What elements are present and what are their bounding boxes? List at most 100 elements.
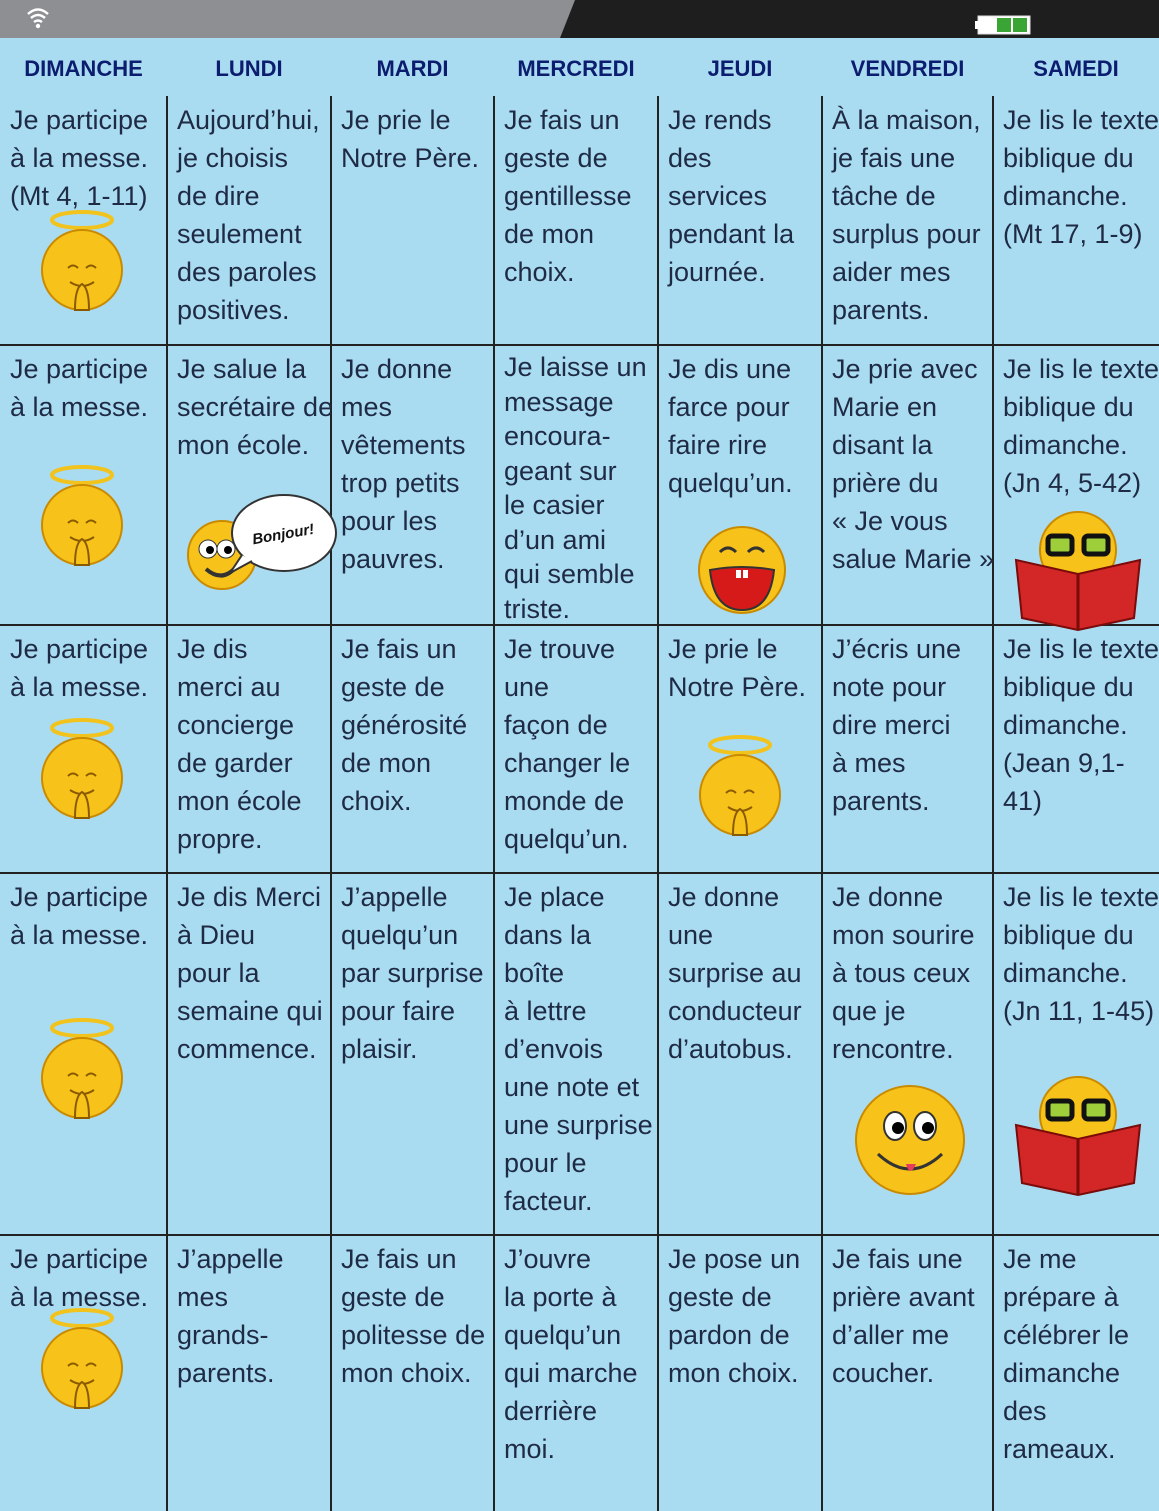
cell-text-line: Je participe bbox=[10, 634, 149, 664]
cell-text-line: J’appelle bbox=[341, 882, 448, 912]
cell-text-line: biblique du bbox=[1003, 392, 1134, 422]
cell-text-line: Je participe bbox=[10, 354, 149, 384]
day-cell: Je donne une surprise au conducteur d’autobu… bbox=[658, 873, 822, 1235]
day-cell: Je participe à la messe. (Mt 4, 1-11) bbox=[0, 96, 167, 345]
day-cell: Je prie le Notre Père. bbox=[658, 625, 822, 873]
day-cell: Je fais un geste de générosité de mon choix. bbox=[331, 625, 494, 873]
cell-text-line: quelqu’un bbox=[341, 920, 459, 950]
cell-text-line: prépare à bbox=[1003, 1282, 1119, 1312]
cell-text-line: des paroles bbox=[177, 257, 317, 287]
icon-part bbox=[50, 718, 114, 738]
cell-text-line: encoura- bbox=[504, 421, 611, 451]
cell-text-line: mon sourire bbox=[832, 920, 975, 950]
cell-text-line: rameaux. bbox=[1003, 1434, 1116, 1464]
day-cell: Je participe à la messe. bbox=[0, 345, 167, 625]
cell-text-line: triste. bbox=[504, 593, 571, 624]
emoji-icon bbox=[41, 210, 123, 311]
day-cell: Je salue la secrétaire de mon école. bbox=[167, 345, 331, 625]
cell-text-line: geste de bbox=[504, 143, 608, 173]
icon-part bbox=[1081, 1098, 1111, 1122]
day-cell: Je participe à la messe. bbox=[0, 1235, 167, 1511]
day-cell: Je prie le Notre Père. bbox=[331, 96, 494, 345]
cell-text-line: à la messe. bbox=[10, 143, 149, 173]
cell-text-line: moi. bbox=[504, 1434, 556, 1464]
cell-text-line: prière avant bbox=[832, 1282, 975, 1312]
cell-text-line: Notre Père. bbox=[668, 672, 807, 702]
cell-text-line: boîte bbox=[504, 958, 565, 988]
cell-text-line: à la messe. bbox=[10, 672, 149, 702]
cell-text-line: Je participe bbox=[10, 882, 149, 912]
column-divider bbox=[166, 96, 168, 1511]
emoji-icon bbox=[41, 465, 123, 566]
cell-text-line: J’ouvre bbox=[504, 1244, 592, 1274]
column-divider bbox=[493, 96, 495, 1511]
cell-text-line: Je dis bbox=[177, 634, 248, 664]
cell-text-line: monde de bbox=[504, 786, 625, 816]
row-divider bbox=[0, 1234, 1159, 1236]
day-header: MERCREDI bbox=[517, 56, 635, 81]
icon-part bbox=[73, 790, 91, 819]
column-divider bbox=[821, 96, 823, 1511]
cell-text-line: secrétaire de bbox=[177, 392, 331, 422]
cell-text-line: Je salue la bbox=[177, 354, 307, 384]
icon-part bbox=[73, 537, 91, 566]
cell-text-line: mon école bbox=[177, 786, 302, 816]
cell-text-line: une bbox=[504, 672, 550, 702]
day-header: DIMANCHE bbox=[24, 56, 143, 81]
cell-text-line: mon choix. bbox=[668, 1358, 799, 1388]
cell-text-line: à la messe. bbox=[10, 392, 149, 422]
day-header: JEUDI bbox=[707, 56, 773, 81]
cell-text-line: Je donne bbox=[341, 354, 453, 384]
cell-text-line: Je lis le texte bbox=[1003, 882, 1159, 912]
icon-part bbox=[906, 1164, 916, 1171]
cell-text-line: Je fais une bbox=[832, 1244, 963, 1274]
cell-text-line: surplus pour bbox=[832, 219, 981, 249]
cell-text-line: de mon bbox=[504, 219, 595, 249]
cell-text-line: pauvres. bbox=[341, 544, 445, 574]
cell-text-line: coucher. bbox=[832, 1358, 935, 1388]
cell-text-line: salue Marie ». bbox=[832, 544, 993, 574]
icon-part bbox=[743, 570, 748, 578]
cell-text-line: d’aller me bbox=[832, 1320, 950, 1350]
cell-text-line: vêtements bbox=[341, 430, 466, 460]
cell-text-line: je fais une bbox=[832, 143, 956, 173]
cell-text-line: Je lis le texte bbox=[1003, 354, 1159, 384]
day-cell: J’appelle mes grands-parents. bbox=[167, 1235, 331, 1511]
cell-text-line: une surprise bbox=[504, 1110, 653, 1140]
day-cell: Je dis merci au concierge de garder mon écol… bbox=[167, 625, 331, 873]
cell-text-line: services bbox=[668, 181, 768, 211]
cell-text-line: à mes bbox=[832, 748, 906, 778]
cell-text-line: Notre Père. bbox=[341, 143, 480, 173]
status-bar bbox=[0, 0, 1159, 38]
row-divider bbox=[0, 872, 1159, 874]
cell-text-line: grands- bbox=[177, 1320, 269, 1350]
cell-text-line: pendant la bbox=[668, 219, 795, 249]
cell-text-line: semaine qui bbox=[177, 996, 323, 1026]
cell-text-line: disant la bbox=[832, 430, 933, 460]
cell-text-line: dimanche. bbox=[1003, 430, 1128, 460]
cell-text-line: qui marche bbox=[504, 1358, 638, 1388]
day-cell: Je laisse un message encoura-geant sur le c… bbox=[494, 345, 658, 625]
cell-text-line: aider mes bbox=[832, 257, 951, 287]
cell-text-line: message bbox=[504, 386, 614, 417]
cell-text-line: dire merci bbox=[832, 710, 951, 740]
cell-text-line: plaisir. bbox=[341, 1034, 418, 1064]
cell-text-line: seulement bbox=[177, 219, 302, 249]
cell-text-line: Je rends bbox=[668, 105, 772, 135]
cell-text-line: d’un ami bbox=[504, 524, 607, 555]
day-cell: Je lis le texte biblique du dimanche. (Jn 4… bbox=[993, 345, 1159, 625]
day-cell: Je participe à la messe. bbox=[0, 873, 167, 1235]
cell-text-line: Je prie avec bbox=[832, 354, 978, 384]
cell-text-line: par surprise bbox=[341, 958, 484, 988]
icon-part bbox=[922, 1122, 934, 1134]
cell-text-line: Je trouve bbox=[504, 634, 616, 664]
cell-text-line: choix. bbox=[504, 257, 575, 287]
row-divider bbox=[0, 624, 1159, 626]
day-cell: Je prie avec Marie en disant la prière du « … bbox=[822, 345, 993, 625]
day-header: MARDI bbox=[376, 56, 449, 81]
day-cell: Je dis une farce pour faire rire quelqu’un. bbox=[658, 345, 822, 625]
day-cell: Je trouve une façon de changer le monde de qu… bbox=[494, 625, 658, 873]
cell-text-line: Je lis le texte bbox=[1003, 105, 1159, 135]
cell-text-line: positives. bbox=[177, 295, 290, 325]
emoji-icon bbox=[1014, 511, 1142, 632]
